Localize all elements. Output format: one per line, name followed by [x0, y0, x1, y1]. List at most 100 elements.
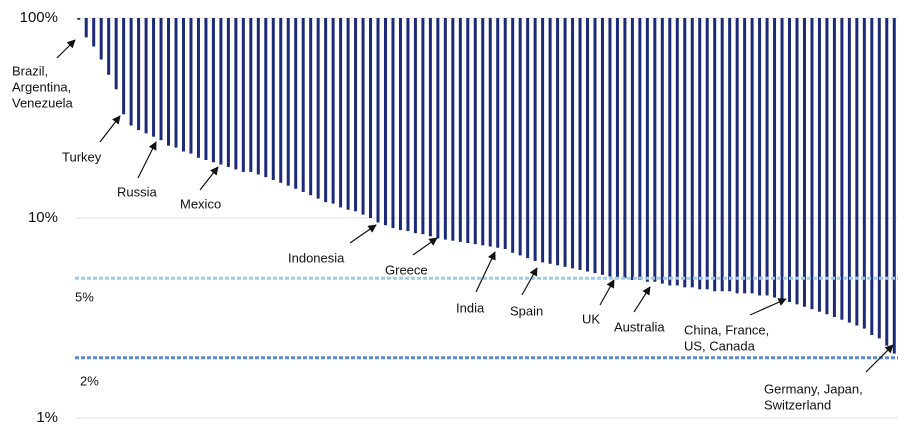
bar — [750, 18, 754, 294]
bar — [847, 18, 851, 323]
annotation-label: UK — [582, 311, 600, 326]
bar — [705, 18, 709, 290]
bar — [398, 18, 402, 231]
annotation-arrow — [199, 166, 219, 191]
bar — [189, 18, 193, 154]
bar — [541, 18, 545, 263]
bar — [413, 18, 417, 234]
bar — [795, 18, 799, 305]
bar — [720, 18, 724, 292]
bar — [383, 18, 387, 226]
annotation-label: Greece — [385, 262, 428, 277]
bar — [758, 18, 762, 296]
bar — [99, 18, 103, 60]
bar — [241, 18, 245, 172]
bar — [533, 18, 537, 261]
bar — [92, 18, 96, 47]
bar — [488, 18, 492, 247]
bar — [578, 18, 582, 270]
bar — [885, 18, 889, 346]
annotation-label: Turkey — [62, 149, 102, 164]
bar — [623, 18, 627, 279]
bar — [877, 18, 881, 339]
bar — [638, 18, 642, 280]
bar — [234, 18, 238, 170]
annotation-arrow — [599, 279, 615, 306]
bar — [496, 18, 500, 248]
bar — [144, 18, 148, 134]
bar — [743, 18, 747, 294]
bar — [391, 18, 395, 229]
bar — [309, 18, 313, 196]
annotation-label: India — [456, 300, 485, 315]
bar — [832, 18, 836, 317]
bar — [593, 18, 597, 274]
bar — [181, 18, 185, 152]
annotation-label: Russia — [117, 184, 158, 199]
bar — [615, 18, 619, 279]
bar — [286, 18, 290, 186]
bar — [167, 18, 171, 146]
bar — [713, 18, 717, 292]
bar — [892, 18, 896, 354]
annotation-arrow — [349, 224, 377, 244]
bar — [600, 18, 604, 275]
annotation-arrow — [521, 267, 538, 296]
bar — [361, 18, 365, 215]
annotation-label: Spain — [510, 303, 543, 318]
bar — [264, 18, 268, 178]
bar — [788, 18, 792, 303]
bar — [862, 18, 866, 329]
bar — [466, 18, 470, 243]
bar — [421, 18, 425, 235]
bar — [428, 18, 432, 237]
bar — [802, 18, 806, 307]
bar — [698, 18, 702, 290]
bar — [346, 18, 350, 210]
annotation-label: US, Canada — [684, 338, 756, 353]
bar — [279, 18, 283, 183]
y-tick-label: 100% — [20, 9, 58, 26]
bar — [211, 18, 215, 163]
bar — [122, 18, 126, 115]
bar — [294, 18, 298, 189]
annotation-label: Brazil, — [12, 63, 48, 78]
annotation-arrow — [749, 298, 787, 316]
bar — [301, 18, 305, 192]
bar — [196, 18, 200, 158]
bar — [271, 18, 275, 180]
annotation-arrow — [633, 286, 651, 313]
bar — [548, 18, 552, 264]
y-tick-label: 10% — [28, 209, 58, 226]
reference-label: 5% — [75, 289, 94, 304]
bar — [458, 18, 462, 242]
bar — [249, 18, 253, 172]
bar — [316, 18, 320, 199]
bar — [204, 18, 208, 160]
bar — [690, 18, 694, 288]
bar — [773, 18, 777, 298]
bar — [556, 18, 560, 266]
bar — [77, 18, 81, 20]
bar — [114, 18, 118, 90]
annotation-label: Germany, Japan, — [764, 381, 863, 396]
bar — [855, 18, 859, 326]
bar — [511, 18, 515, 253]
bar — [174, 18, 178, 148]
bar — [354, 18, 358, 212]
bar — [660, 18, 664, 284]
annotation-label: Mexico — [180, 196, 221, 211]
annotation-label: China, France, — [684, 322, 769, 337]
bar — [84, 18, 88, 38]
bar — [765, 18, 769, 296]
bar — [518, 18, 522, 256]
bar — [571, 18, 575, 269]
bar — [810, 18, 814, 310]
annotation-arrow — [99, 115, 121, 143]
y-tick-label: 1% — [36, 409, 58, 426]
bar — [668, 18, 672, 286]
annotation-label: Switzerland — [764, 397, 831, 412]
bar — [369, 18, 373, 218]
bar — [870, 18, 874, 336]
bar — [152, 18, 156, 137]
